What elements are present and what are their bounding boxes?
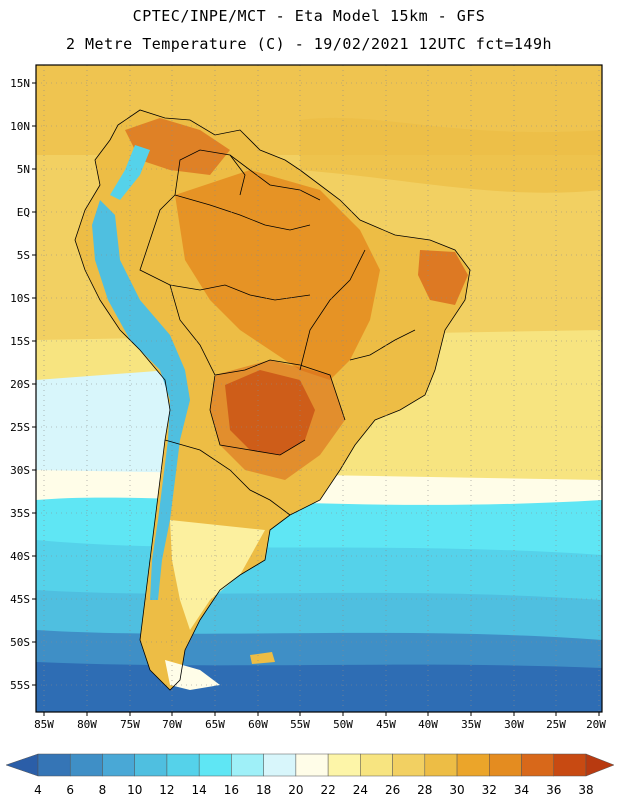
ocean-blue-band xyxy=(36,590,602,640)
colorbar-swatch xyxy=(166,753,200,777)
lat-label: 25S xyxy=(10,421,30,434)
lat-label: 45S xyxy=(10,593,30,606)
colorbar-swatch xyxy=(585,753,615,777)
lat-label: 40S xyxy=(10,550,30,563)
lat-label: 10N xyxy=(10,120,30,133)
colorbar-tick-label: 30 xyxy=(449,783,464,797)
lon-label: 60W xyxy=(248,718,268,731)
map-frame xyxy=(35,64,603,713)
lat-label: 15S xyxy=(10,335,30,348)
venezuela-hot xyxy=(125,118,230,175)
colorbar-tick-label: 6 xyxy=(66,783,74,797)
lon-label: 30W xyxy=(504,718,524,731)
country-borders xyxy=(74,109,471,691)
andes-north-cold xyxy=(110,145,150,200)
title-line-2: 2 Metre Temperature (C) - 19/02/2021 12U… xyxy=(65,35,553,53)
ocean-warm-patch xyxy=(300,117,602,193)
latitude-labels: 15N 10N 5N EQ 5S 10S 15S 20S 25S 30S 35S… xyxy=(10,77,30,692)
interior-hot-region xyxy=(175,170,380,380)
lon-label: 45W xyxy=(376,718,396,731)
paraguay-hot-ring xyxy=(210,360,345,480)
colorbar-swatch xyxy=(37,753,71,777)
colorbar-tick-label: 22 xyxy=(320,783,335,797)
lon-label: 40W xyxy=(418,718,438,731)
lat-label: EQ xyxy=(17,206,30,219)
lon-label: 85W xyxy=(34,718,54,731)
colorbar-swatch xyxy=(327,753,361,777)
northeast-hot xyxy=(418,250,468,305)
andes-cold-strip xyxy=(92,200,190,600)
lat-label: 10S xyxy=(10,292,30,305)
longitude-labels: 85W 80W 75W 70W 65W 60W 55W 50W 45W 40W … xyxy=(34,718,606,731)
colorbar-swatch xyxy=(456,753,490,777)
colorbar-tick-label: 12 xyxy=(159,783,174,797)
colorbar: 4 6 8 10 12 14 16 18 20 22 24 26 28 30 32 34 36 38 xyxy=(5,753,615,797)
colorbar-tick-label: 10 xyxy=(127,783,142,797)
patagonia-warm xyxy=(170,520,265,630)
colorbar-tick-label: 28 xyxy=(417,783,432,797)
colorbar-tick-label: 14 xyxy=(192,783,207,797)
colorbar-swatch xyxy=(553,753,587,777)
lat-label: 55S xyxy=(10,679,30,692)
colorbar-tick-label: 32 xyxy=(482,783,497,797)
lat-label: 35S xyxy=(10,507,30,520)
colorbar-swatch xyxy=(424,753,458,777)
lat-label: 30S xyxy=(10,464,30,477)
colorbar-swatch xyxy=(198,753,232,777)
colorbar-tick-label: 26 xyxy=(385,783,400,797)
title-line-1: CPTEC/INPE/MCT - Eta Model 15km - GFS xyxy=(132,7,486,25)
map-field xyxy=(36,65,602,712)
colorbar-swatch xyxy=(489,753,522,777)
ocean-deep-band xyxy=(36,662,602,712)
lon-label: 50W xyxy=(333,718,353,731)
temperature-map: 15N 10N 5N EQ 5S 10S 15S 20S 25S 30S 35S… xyxy=(10,64,606,731)
lon-label: 75W xyxy=(120,718,140,731)
colorbar-swatch xyxy=(134,753,168,777)
colorbar-swatch xyxy=(392,753,426,777)
colorbar-swatches xyxy=(5,753,615,777)
lon-label: 55W xyxy=(290,718,310,731)
colorbar-tick-label: 18 xyxy=(256,783,271,797)
lon-label: 65W xyxy=(205,718,225,731)
falklands xyxy=(250,652,275,664)
colorbar-tick-label: 34 xyxy=(514,783,529,797)
lat-label: 15N xyxy=(10,77,30,90)
colorbar-swatch xyxy=(231,753,264,777)
colorbar-tick-label: 36 xyxy=(546,783,561,797)
colorbar-swatch xyxy=(360,753,393,777)
lat-label: 50S xyxy=(10,636,30,649)
colorbar-swatch xyxy=(521,753,555,777)
colorbar-swatch xyxy=(69,753,103,777)
lon-label: 35W xyxy=(461,718,481,731)
ocean-blue-band-2 xyxy=(36,630,602,670)
colorbar-tick-label: 8 xyxy=(99,783,107,797)
colorbar-tick-labels: 4 6 8 10 12 14 16 18 20 22 24 26 28 30 32 34 36 38 xyxy=(34,783,593,797)
colorbar-tick-label: 20 xyxy=(288,783,303,797)
lon-label: 80W xyxy=(77,718,97,731)
lat-label: 5S xyxy=(17,249,30,262)
lon-label: 20W xyxy=(586,718,606,731)
lat-label: 5N xyxy=(17,163,30,176)
colorbar-swatch xyxy=(5,753,39,777)
axis-ticks xyxy=(32,82,600,716)
colorbar-tick-label: 16 xyxy=(224,783,239,797)
colorbar-tick-label: 24 xyxy=(353,783,368,797)
colorbar-swatch xyxy=(102,753,135,777)
lon-label: 25W xyxy=(546,718,566,731)
lat-label: 20S xyxy=(10,378,30,391)
colorbar-swatch xyxy=(263,753,297,777)
pacific-cool-tongue xyxy=(36,370,170,500)
tierra-del-fuego xyxy=(165,660,220,690)
lon-label: 70W xyxy=(162,718,182,731)
colorbar-tick-label: 4 xyxy=(34,783,42,797)
colorbar-swatch xyxy=(295,753,329,777)
colorbar-tick-label: 38 xyxy=(578,783,593,797)
